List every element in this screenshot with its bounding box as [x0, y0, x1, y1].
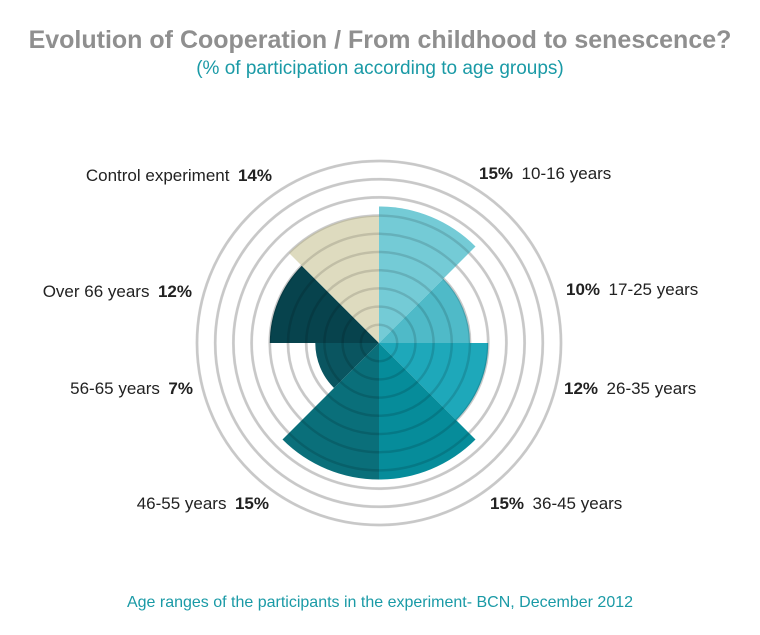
segment-label-4: 15% 36-45 years [490, 494, 622, 513]
segment-name: 26-35 years [598, 379, 696, 398]
segment-value: 14% [238, 166, 272, 185]
chart-title: Evolution of Cooperation / From childhoo… [28, 26, 732, 54]
grid-ring-overlay [286, 250, 472, 436]
segment-name: 36-45 years [524, 494, 622, 513]
grid-ring-overlay [268, 232, 490, 454]
wedge-4 [379, 343, 476, 480]
chart-subtitle: (% of participation according to age gro… [196, 58, 564, 79]
segment-name: Over 66 years [43, 282, 158, 301]
grid-ring-overlay [232, 196, 526, 490]
wedge-2 [379, 278, 470, 343]
segment-name: 10-16 years [513, 164, 611, 183]
grid-ring-overlay [213, 177, 545, 509]
segment-label-7: Over 66 years 12% [43, 282, 192, 301]
segment-value: 7% [168, 379, 193, 398]
grid-ring [213, 177, 545, 509]
segment-value: 15% [479, 164, 513, 183]
segment-value: 12% [158, 282, 192, 301]
wedge-5 [282, 343, 379, 480]
segment-value: 10% [566, 280, 600, 299]
segment-name: 17-25 years [600, 280, 698, 299]
segment-label-3: 12% 26-35 years [564, 379, 696, 398]
grid-ring-overlay [304, 268, 454, 418]
wedge-1 [379, 206, 476, 343]
segment-label-1: 15% 10-16 years [479, 164, 611, 183]
chart-caption: Age ranges of the participants in the ex… [126, 594, 634, 611]
wedge-6 [315, 343, 379, 388]
grid-ring-overlay [250, 214, 508, 472]
grid-ring-overlay [341, 305, 417, 381]
segment-label-8: Control experiment 14% [86, 166, 272, 185]
grid-ring-overlay [359, 323, 399, 363]
wedge-7 [269, 265, 379, 343]
segment-value: 15% [235, 494, 269, 513]
segment-label-6: 56-65 years 7% [70, 379, 193, 398]
segment-value: 15% [490, 494, 524, 513]
grid-ring-overlay [195, 159, 563, 527]
segment-name: Control experiment [86, 166, 238, 185]
segment-label-2: 10% 17-25 years [566, 280, 698, 299]
wedge-3 [379, 343, 489, 421]
grid-ring [195, 159, 563, 527]
grid-ring-overlay [323, 287, 435, 399]
grid-ring [231, 195, 527, 491]
segment-value: 12% [564, 379, 598, 398]
segment-label-5: 46-55 years 15% [137, 494, 269, 513]
wedge-8 [288, 215, 379, 343]
segment-name: 56-65 years [70, 379, 168, 398]
segment-name: 46-55 years [137, 494, 235, 513]
